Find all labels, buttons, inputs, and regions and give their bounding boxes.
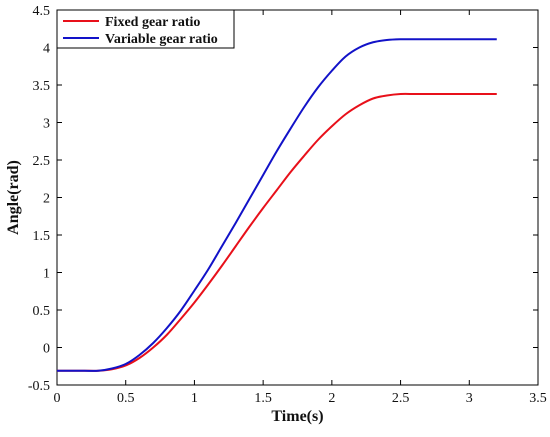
y-tick-label: 0.5 (33, 304, 51, 319)
x-tick-label: 3.5 (529, 391, 547, 406)
x-tick-label: 1.5 (254, 391, 272, 406)
y-tick-label: 1 (43, 267, 50, 282)
y-tick-label: 4 (43, 42, 50, 57)
y-tick-label: 0 (43, 342, 50, 357)
x-axis-label: Time(s) (271, 408, 323, 425)
legend-box (56, 9, 235, 49)
x-tick-label: 3 (466, 391, 473, 406)
series-line-variable-gear-ratio (57, 38, 497, 372)
x-tick-label: 0 (54, 391, 61, 406)
x-tick-label: 0.5 (117, 391, 135, 406)
x-tick-label: 2.5 (392, 391, 410, 406)
x-tick-label: 1 (191, 391, 198, 406)
axis-ticks: 0 0.5 1 1.5 2 2.5 3 3.5 -0.5 0 0.5 1 1.5 2 2.5 3 3.5 4 4.5 (28, 4, 547, 406)
y-tick-label: 2 (43, 192, 50, 207)
legend-label-fixed: Fixed gear ratio (105, 15, 200, 30)
y-tick-label: 1.5 (33, 229, 51, 244)
series-line-fixed-gear-ratio (57, 92, 497, 372)
y-tick-label: 3 (43, 117, 50, 132)
series-lines (57, 38, 497, 372)
x-tick-label: 2 (328, 391, 335, 406)
legend: Fixed gear ratio Variable gear ratio (56, 9, 235, 49)
plot-area (56, 9, 539, 386)
y-tick-label: -0.5 (28, 379, 50, 394)
y-tick-label: 4.5 (33, 4, 51, 19)
y-tick-label: 2.5 (33, 154, 51, 169)
y-tick-label: 3.5 (33, 79, 51, 94)
y-axis-label: Angle(rad) (5, 160, 22, 235)
legend-label-variable: Variable gear ratio (105, 32, 218, 47)
